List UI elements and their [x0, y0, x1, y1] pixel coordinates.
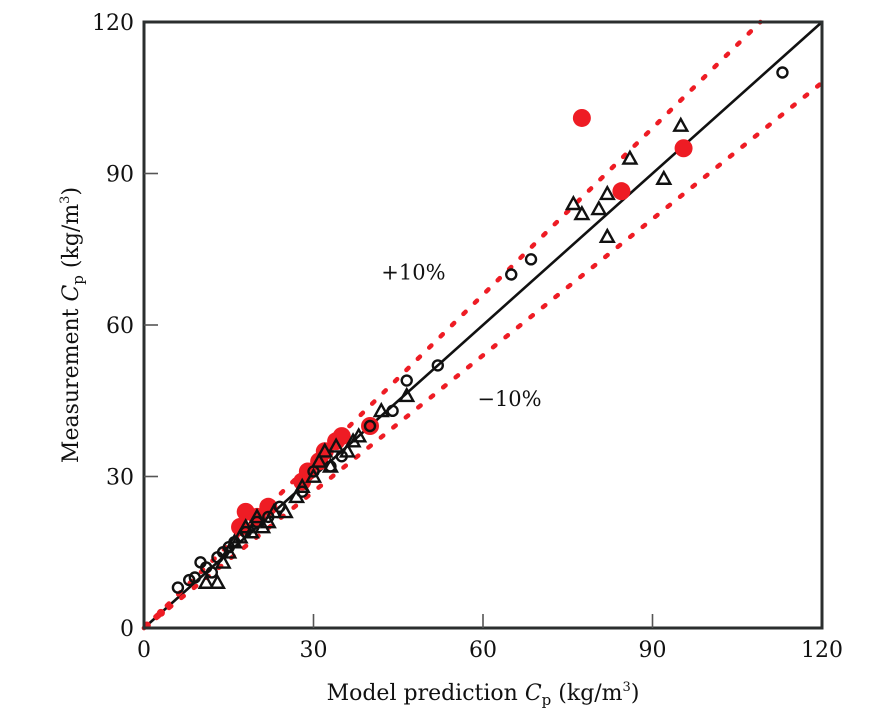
data-point-triangle: [265, 502, 283, 519]
reference-line-minus-10: [141, 80, 825, 631]
data-point-filled-red: [156, 608, 165, 617]
data-point-triangle: [208, 573, 226, 589]
data-point-filled-red: [674, 139, 693, 158]
y-tick-label: 0: [120, 617, 134, 642]
data-point-triangle: [598, 184, 616, 201]
data-point-circle: [205, 566, 219, 579]
data-point-triangle: [598, 227, 616, 244]
data-point-triangle: [398, 386, 416, 403]
data-points: [142, 66, 789, 630]
data-point-triangle: [276, 502, 294, 519]
data-point-triangle: [372, 401, 390, 418]
data-point-triangle: [304, 467, 323, 483]
y-tick-label: 60: [106, 314, 134, 339]
data-point-triangle: [231, 528, 249, 544]
data-point-triangle: [564, 194, 582, 211]
x-tick-label: 0: [137, 638, 151, 663]
x-tick-label: 120: [801, 638, 843, 663]
x-tick-label: 30: [300, 638, 328, 663]
data-point-triangle: [197, 573, 215, 589]
data-point-circle: [431, 359, 444, 372]
data-point-triangle: [214, 553, 232, 569]
data-point-circle: [524, 253, 538, 266]
data-point-triangle: [321, 457, 339, 473]
y-tick-label: 30: [106, 466, 134, 491]
data-point-filled-red: [572, 108, 591, 127]
data-point-filled-red: [361, 417, 379, 435]
annotation-minus-10: −10%: [477, 387, 541, 411]
axis-ticks: 0 30 60 90 120 0 30 60 90 120: [92, 11, 843, 663]
data-point-triangle: [327, 437, 345, 453]
data-point-triangle: [248, 507, 266, 524]
data-point-circle: [171, 581, 185, 594]
y-tick-label: 90: [106, 163, 134, 188]
data-point-triangle: [242, 523, 260, 539]
data-point-circle: [363, 419, 377, 433]
data-point-triangle: [350, 427, 368, 443]
y-axis-label: Measurement Cp (kg/m3): [58, 187, 87, 463]
data-point-triangle: [655, 169, 673, 185]
data-point-filled-red: [612, 182, 631, 201]
data-point-circle: [776, 66, 789, 79]
data-point-triangle: [573, 204, 591, 221]
x-axis-label: Model prediction Cp (kg/m3): [327, 680, 640, 709]
x-tick-label: 60: [469, 638, 497, 663]
y-tick-label: 120: [92, 11, 134, 36]
data-point-circle: [400, 374, 413, 387]
data-point-triangle: [590, 199, 608, 216]
data-point-triangle: [220, 543, 238, 559]
data-point-triangle: [259, 512, 277, 529]
annotation-plus-10: +10%: [381, 261, 445, 285]
data-point-triangle: [310, 452, 328, 468]
data-point-triangle: [237, 518, 255, 534]
data-point-triangle: [672, 116, 690, 132]
data-point-triangle: [338, 442, 356, 458]
data-point-triangle: [288, 487, 306, 504]
data-point-triangle: [316, 442, 334, 458]
x-tick-label: 90: [639, 638, 667, 663]
data-point-circle: [505, 268, 518, 281]
data-point-circle: [188, 571, 202, 584]
data-point-circle: [386, 404, 399, 418]
data-point-filled-red: [259, 497, 278, 516]
data-point-triangle: [621, 149, 639, 165]
data-point-triangle: [293, 477, 311, 493]
